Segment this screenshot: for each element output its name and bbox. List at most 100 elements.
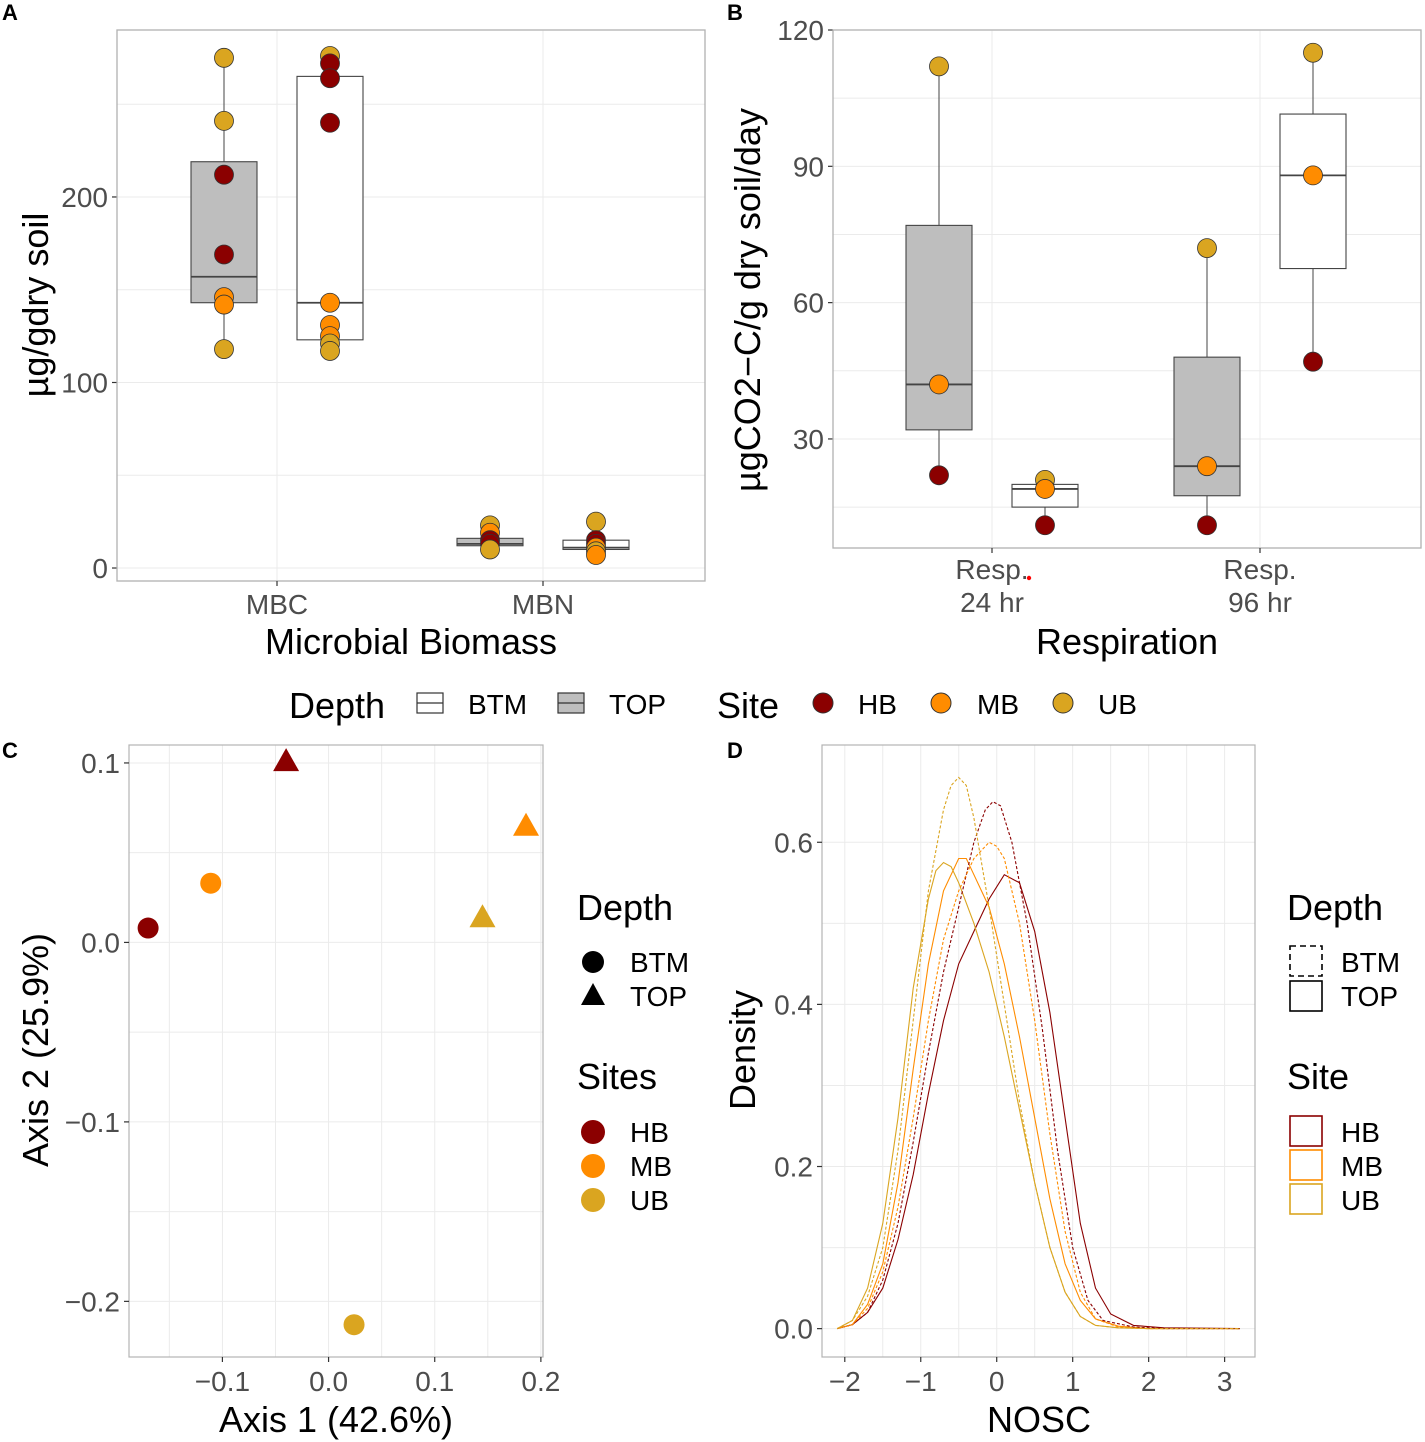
x-tick-label: −0.1 — [195, 1366, 250, 1397]
x-tick-label-line2: 24 hr — [960, 587, 1024, 618]
data-point-hb — [929, 465, 949, 486]
data-point-hb — [1035, 515, 1055, 536]
data-point-hb — [320, 68, 340, 89]
x-tick-label: MBC — [246, 589, 308, 620]
y-tick-label: 90 — [793, 151, 824, 182]
legend-c-site-hb-swatch — [581, 1120, 605, 1144]
red-dot-mark — [1026, 575, 1032, 581]
legend-c-depth-title: Depth — [577, 887, 673, 928]
y-axis-title: Density — [722, 990, 763, 1110]
plot-background — [822, 745, 1255, 1357]
data-point-mb — [1197, 456, 1217, 477]
legend-c-depth-btm-swatch — [582, 951, 604, 973]
ordination-point-ub-top — [469, 904, 496, 928]
x-tick-label: 0.0 — [309, 1366, 348, 1397]
x-tick-label: −1 — [905, 1366, 937, 1397]
panel-tag-b: B — [727, 0, 743, 25]
x-tick-label: −2 — [829, 1366, 861, 1397]
y-tick-label: 0.1 — [81, 748, 120, 779]
x-tick-label: 2 — [1141, 1366, 1157, 1397]
ordination-point-ub-btm — [343, 1314, 365, 1336]
plot-frame — [116, 29, 706, 582]
panel-tag-c: C — [2, 738, 18, 763]
legend-ab-site-title: Site — [717, 685, 779, 726]
legend-d: Depth BTM TOP Site HB MB UB — [1287, 887, 1400, 1216]
legend-c-site-hb: HB — [630, 1117, 669, 1148]
panel-tag-d: D — [727, 738, 743, 763]
data-point-mb — [1303, 165, 1323, 186]
x-tick-label: MBN — [512, 589, 574, 620]
legend-ab-site-mb: MB — [977, 689, 1019, 720]
density-curve-ub-top — [836, 861, 1240, 1330]
density-curve-mb-top — [837, 857, 1240, 1330]
legend-d-depth-top-swatch — [1289, 980, 1323, 1012]
data-point-mb — [586, 545, 606, 565]
data-point-hb — [1197, 515, 1217, 536]
legend-c-depth-top: TOP — [630, 981, 687, 1012]
legend-d-site-ub: UB — [1341, 1185, 1380, 1216]
data-point-ub — [480, 539, 500, 560]
legend-d-depth-btm-swatch — [1289, 945, 1323, 977]
legend-ab-depth-btm: BTM — [468, 689, 527, 720]
legend-d-site-title: Site — [1287, 1056, 1349, 1097]
box-iqr — [905, 224, 973, 431]
legend-ab-site-ub: UB — [1098, 689, 1137, 720]
data-point-ub — [214, 47, 234, 68]
legend-d-depth-top: TOP — [1341, 981, 1398, 1012]
panel-d-nosc-density: 0.0 0.2 0.4 0.6 −2 −1 0 1 2 3 NOSC Density — [722, 744, 1256, 1440]
x-tick-label: 0 — [989, 1366, 1005, 1397]
y-tick-label: 200 — [61, 182, 108, 213]
x-axis-title: Respiration — [1036, 621, 1218, 662]
legend-d-site-mb-swatch — [1289, 1149, 1323, 1181]
y-tick-label: 0.0 — [81, 927, 120, 958]
legend-c-site-title: Sites — [577, 1056, 657, 1097]
x-tick-label-line1: Resp. — [955, 554, 1028, 585]
legend-d-site-ub-swatch — [1289, 1183, 1323, 1215]
y-axis-title: Axis 2 (25.9%) — [15, 933, 56, 1167]
legend-c-depth-top-swatch — [581, 983, 605, 1005]
plot-frame — [832, 29, 1422, 549]
y-tick-label: 100 — [61, 367, 108, 398]
data-point-hb — [214, 244, 234, 265]
data-point-ub — [320, 341, 340, 361]
legend-ab-depth-top-key — [557, 692, 585, 714]
x-axis-title: NOSC — [987, 1399, 1091, 1440]
data-point-mb — [1035, 479, 1055, 499]
legend-c-site-mb-swatch — [581, 1154, 605, 1178]
y-axis-title: µgCO2−C/g dry soil/day — [727, 108, 768, 492]
x-tick-label-line2: 96 hr — [1228, 587, 1292, 618]
legend-ab-site-ub-swatch — [1052, 692, 1074, 714]
legend-ab-site-hb: HB — [858, 689, 897, 720]
x-tick-label: 0.1 — [415, 1366, 454, 1397]
panel-c-ordination: −0.2 −0.1 0.0 0.1 −0.1 0.0 0.1 0.2 Axis 1 (42.6%… — [15, 744, 560, 1440]
data-point-ub — [586, 511, 606, 532]
legend-c-site-ub-swatch — [581, 1188, 605, 1212]
legend-c: Depth BTM TOP Sites HB MB UB — [577, 887, 689, 1216]
plot-frame — [821, 744, 1256, 1358]
ordination-point-hb-top — [273, 748, 300, 772]
density-curve-mb-btm — [837, 841, 1240, 1330]
legend-ab: Depth BTM TOP Site HB MB UB — [289, 685, 1137, 726]
density-curve-hb-btm — [837, 801, 1240, 1330]
legend-d-depth-title: Depth — [1287, 887, 1383, 928]
y-tick-label: 60 — [793, 288, 824, 319]
data-point-hb — [320, 112, 340, 133]
density-curve-ub-btm — [836, 776, 1240, 1330]
data-point-ub — [214, 111, 234, 131]
x-tick-label-line1: Resp. — [1223, 554, 1296, 585]
legend-c-depth-btm: BTM — [630, 947, 689, 978]
data-point-hb — [1303, 351, 1323, 372]
legend-ab-site-hb-swatch — [812, 692, 834, 714]
plot-background — [117, 30, 705, 581]
y-tick-label: 0.6 — [774, 827, 813, 858]
ordination-point-mb-top — [513, 812, 540, 836]
y-tick-label: −0.2 — [65, 1286, 120, 1317]
data-point-mb — [929, 374, 949, 395]
data-point-ub — [1197, 238, 1217, 259]
x-tick-label: 1 — [1065, 1366, 1081, 1397]
density-curve-hb-top — [837, 873, 1240, 1330]
legend-ab-depth-btm-key — [416, 692, 444, 714]
x-axis-title: Microbial Biomass — [265, 621, 557, 662]
